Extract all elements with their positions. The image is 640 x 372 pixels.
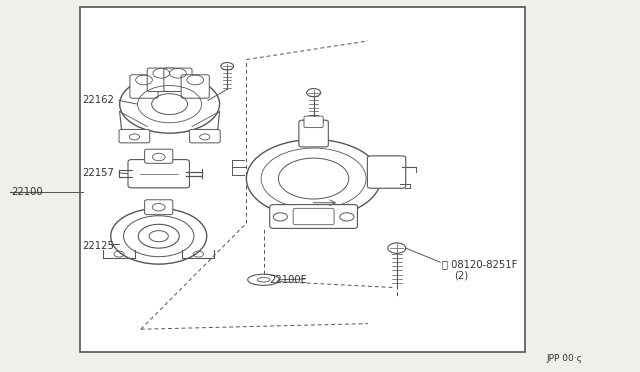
FancyBboxPatch shape <box>164 68 192 92</box>
FancyBboxPatch shape <box>293 208 334 225</box>
FancyBboxPatch shape <box>119 129 150 143</box>
FancyBboxPatch shape <box>299 120 328 147</box>
FancyBboxPatch shape <box>80 7 525 352</box>
FancyBboxPatch shape <box>189 129 220 143</box>
FancyBboxPatch shape <box>147 68 175 92</box>
Text: 22157: 22157 <box>82 168 114 178</box>
FancyBboxPatch shape <box>270 205 357 228</box>
FancyBboxPatch shape <box>128 160 189 188</box>
Text: 22125: 22125 <box>82 241 114 250</box>
FancyBboxPatch shape <box>145 200 173 215</box>
Text: 22162: 22162 <box>82 96 114 105</box>
Text: Ⓑ 08120-8251F: Ⓑ 08120-8251F <box>442 259 517 269</box>
FancyBboxPatch shape <box>181 75 209 98</box>
Text: JPP 00·ς: JPP 00·ς <box>547 354 582 363</box>
Text: (2): (2) <box>454 270 468 280</box>
FancyBboxPatch shape <box>367 156 406 188</box>
FancyBboxPatch shape <box>130 75 158 98</box>
FancyBboxPatch shape <box>304 116 323 128</box>
FancyBboxPatch shape <box>145 149 173 163</box>
Text: 22100E: 22100E <box>269 275 307 285</box>
Text: 22100: 22100 <box>12 187 43 196</box>
